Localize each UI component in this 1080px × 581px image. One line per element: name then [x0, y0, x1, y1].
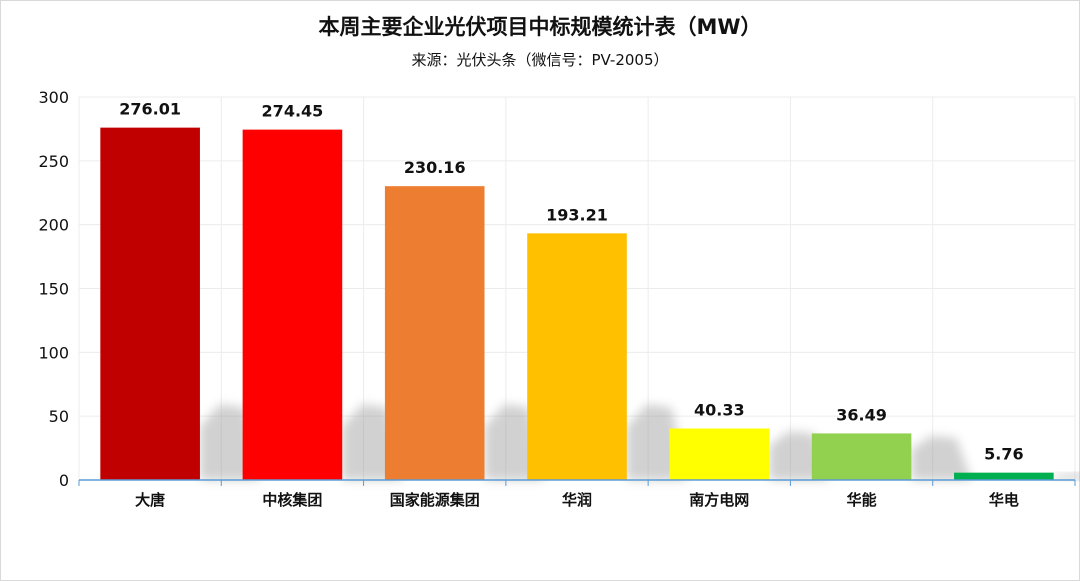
data-label: 36.49 [836, 405, 887, 424]
x-category-label: 国家能源集团 [390, 491, 480, 509]
bar [954, 472, 1054, 480]
data-label: 193.21 [546, 205, 608, 224]
x-category-label: 华润 [562, 491, 592, 509]
data-label: 5.76 [984, 445, 1023, 464]
y-tick-label: 150 [38, 280, 69, 299]
x-category-label: 大唐 [135, 491, 165, 509]
bar [384, 186, 485, 480]
x-category-label: 华能 [847, 491, 877, 509]
bars [100, 127, 1054, 481]
y-tick-label: 250 [38, 152, 69, 171]
bar [527, 233, 627, 480]
data-label: 40.33 [694, 401, 745, 420]
data-label: 276.01 [119, 100, 181, 119]
y-tick-label: 50 [49, 407, 69, 426]
chart-title: 本周主要企业光伏项目中标规模统计表（MW） [318, 15, 762, 39]
data-label: 230.16 [404, 158, 466, 177]
data-label: 274.45 [262, 102, 324, 121]
bar-shadow [911, 435, 972, 480]
bar-shadow [1053, 473, 1080, 480]
x-category-label: 华电 [989, 491, 1019, 509]
bar [811, 433, 912, 480]
chart-subtitle: 来源：光伏头条（微信号：PV-2005） [411, 51, 669, 69]
axes: 0 50 100 150 200 250 300 大唐 中核集团 国家能源集团 华润 南方电网 华能 华电 [38, 88, 1076, 509]
bar [242, 129, 343, 480]
y-tick-label: 200 [38, 216, 69, 235]
x-category-label: 中核集团 [262, 491, 322, 509]
data-labels: 276.01 274.45 230.16 193.21 40.33 36.49 5.76 [119, 100, 1023, 464]
y-tick-label: 0 [59, 471, 69, 490]
bar [100, 127, 200, 481]
bar [669, 428, 770, 480]
y-tick-label: 100 [38, 343, 69, 362]
y-tick-label: 300 [38, 88, 69, 107]
x-category-label: 南方电网 [689, 491, 749, 509]
